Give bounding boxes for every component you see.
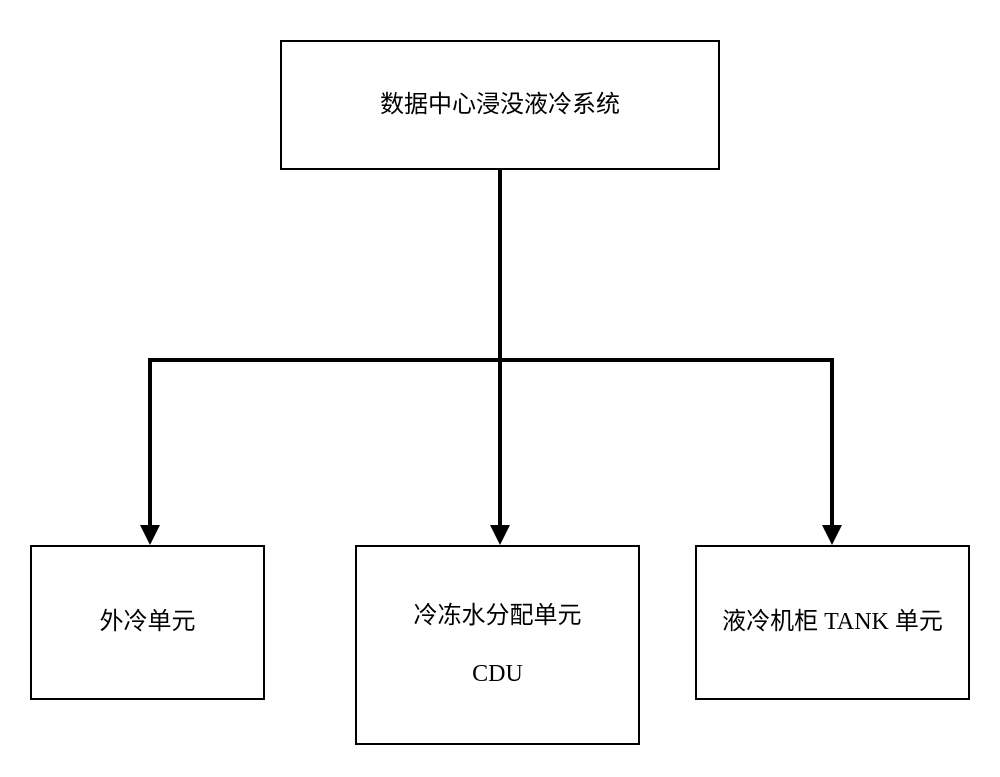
connector-vertical-child1	[148, 358, 152, 525]
child1-node: 外冷单元	[30, 545, 265, 700]
root-label: 数据中心浸没液冷系统	[380, 86, 620, 124]
arrow-child1	[140, 525, 160, 545]
arrow-child2	[490, 525, 510, 545]
child2-label-line1: 冷冻水分配单元	[414, 597, 582, 635]
child1-label: 外冷单元	[100, 603, 196, 641]
child3-label: 液冷机柜 TANK 单元	[722, 603, 943, 641]
connector-vertical-child2	[498, 358, 502, 525]
child2-label-line2: CDU	[472, 655, 523, 693]
connector-vertical-root	[498, 170, 502, 360]
connector-vertical-child3	[830, 358, 834, 525]
arrow-child3	[822, 525, 842, 545]
root-node: 数据中心浸没液冷系统	[280, 40, 720, 170]
child2-node: 冷冻水分配单元 CDU	[355, 545, 640, 745]
child3-node: 液冷机柜 TANK 单元	[695, 545, 970, 700]
connector-horizontal	[148, 358, 834, 362]
